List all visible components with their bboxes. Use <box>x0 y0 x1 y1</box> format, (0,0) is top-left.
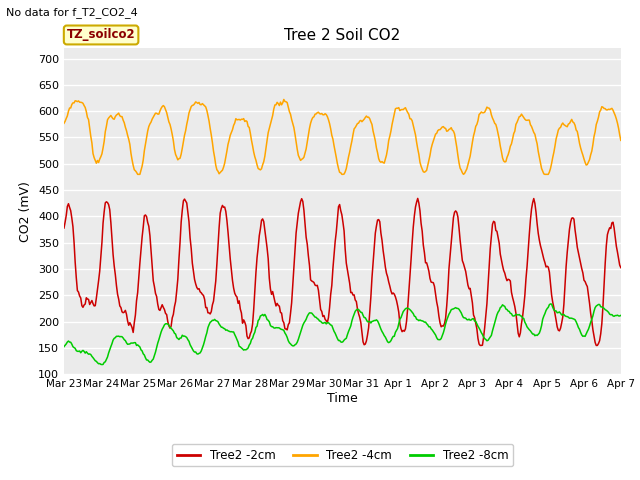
Y-axis label: CO2 (mV): CO2 (mV) <box>19 181 33 241</box>
X-axis label: Time: Time <box>327 392 358 405</box>
Legend: Tree2 -2cm, Tree2 -4cm, Tree2 -8cm: Tree2 -2cm, Tree2 -4cm, Tree2 -8cm <box>172 444 513 467</box>
Title: Tree 2 Soil CO2: Tree 2 Soil CO2 <box>284 28 401 43</box>
Text: TZ_soilco2: TZ_soilco2 <box>67 28 136 41</box>
Text: No data for f_T2_CO2_4: No data for f_T2_CO2_4 <box>6 7 138 18</box>
